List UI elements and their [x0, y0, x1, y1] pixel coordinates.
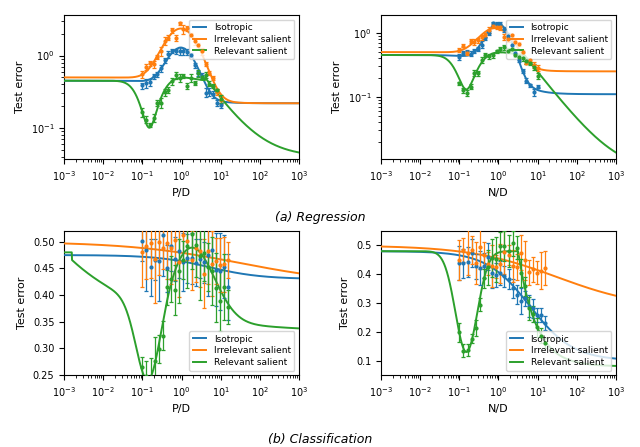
Legend: Isotropic, Irrelevant salient, Relevant salient: Isotropic, Irrelevant salient, Relevant … — [506, 331, 611, 371]
Legend: Isotropic, Irrelevant salient, Relevant salient: Isotropic, Irrelevant salient, Relevant … — [189, 20, 294, 59]
Legend: Isotropic, Irrelevant salient, Relevant salient: Isotropic, Irrelevant salient, Relevant … — [506, 20, 611, 59]
Y-axis label: Test error: Test error — [17, 277, 28, 329]
Text: (a) Regression: (a) Regression — [275, 211, 365, 224]
X-axis label: N/D: N/D — [488, 188, 509, 198]
Y-axis label: Test error: Test error — [15, 61, 25, 113]
X-axis label: P/D: P/D — [172, 188, 191, 198]
X-axis label: N/D: N/D — [488, 404, 509, 414]
X-axis label: P/D: P/D — [172, 404, 191, 414]
Y-axis label: Test error: Test error — [340, 277, 351, 329]
Legend: Isotropic, Irrelevant salient, Relevant salient: Isotropic, Irrelevant salient, Relevant … — [189, 331, 294, 371]
Text: (b) Classification: (b) Classification — [268, 433, 372, 446]
Y-axis label: Test error: Test error — [332, 61, 342, 113]
